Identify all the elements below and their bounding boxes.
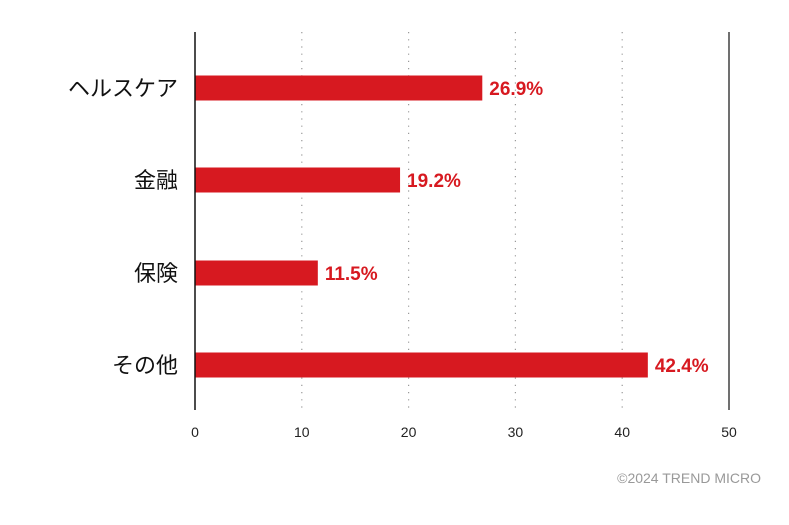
data-label: 11.5% xyxy=(325,264,378,285)
data-label: 42.4% xyxy=(655,356,709,377)
category-label: 保険 xyxy=(134,262,178,287)
data-label: 26.9% xyxy=(489,79,543,100)
axes xyxy=(194,32,730,410)
bar xyxy=(195,167,401,193)
x-tick-label: 50 xyxy=(721,424,737,440)
data-labels: 26.9% 19.2% 11.5% 42.4% xyxy=(325,79,709,377)
category-label: 金融 xyxy=(134,169,178,194)
category-label: その他 xyxy=(112,354,178,379)
bars xyxy=(195,75,648,378)
x-tick-label: 40 xyxy=(614,424,630,440)
category-label: ヘルスケア xyxy=(68,77,178,102)
x-tick-label: 10 xyxy=(294,424,310,440)
x-tick-label: 20 xyxy=(401,424,417,440)
bar xyxy=(195,352,648,378)
x-tick-label: 0 xyxy=(191,424,199,440)
bar xyxy=(195,260,318,286)
copyright-text: ©2024 TREND MICRO xyxy=(617,470,761,486)
data-label: 19.2% xyxy=(407,171,461,192)
x-tick-label: 30 xyxy=(508,424,524,440)
x-tick-labels: 0 10 20 30 40 50 xyxy=(191,424,737,440)
bar xyxy=(195,75,483,101)
